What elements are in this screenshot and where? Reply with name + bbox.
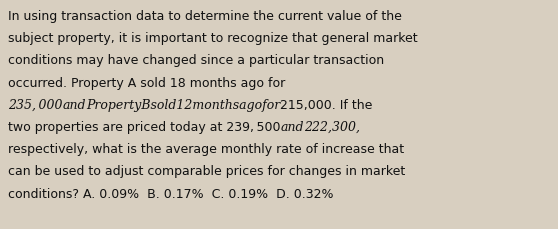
Text: and: and bbox=[281, 120, 304, 134]
Text: subject property, it is important to recognize that general market: subject property, it is important to rec… bbox=[8, 32, 417, 45]
Text: two properties are priced today at 239, 500: two properties are priced today at 239, … bbox=[8, 120, 281, 134]
Text: occurred. Property A sold 18 months ago for: occurred. Property A sold 18 months ago … bbox=[8, 76, 285, 89]
Text: and: and bbox=[62, 98, 86, 111]
Text: can be used to adjust comparable prices for changes in market: can be used to adjust comparable prices … bbox=[8, 165, 405, 178]
Text: conditions may have changed since a particular transaction: conditions may have changed since a part… bbox=[8, 54, 384, 67]
Text: In using transaction data to determine the current value of the: In using transaction data to determine t… bbox=[8, 10, 402, 23]
Text: 215,000. If the: 215,000. If the bbox=[280, 98, 373, 111]
Text: conditions? A. 0.09%  B. 0.17%  C. 0.19%  D. 0.32%: conditions? A. 0.09% B. 0.17% C. 0.19% D… bbox=[8, 187, 334, 200]
Text: PropertyBsold12monthsagofor: PropertyBsold12monthsagofor bbox=[86, 98, 280, 111]
Text: 222,300,: 222,300, bbox=[304, 120, 360, 134]
Text: respectively, what is the average monthly rate of increase that: respectively, what is the average monthl… bbox=[8, 143, 404, 155]
Text: 235, 000: 235, 000 bbox=[8, 98, 62, 111]
